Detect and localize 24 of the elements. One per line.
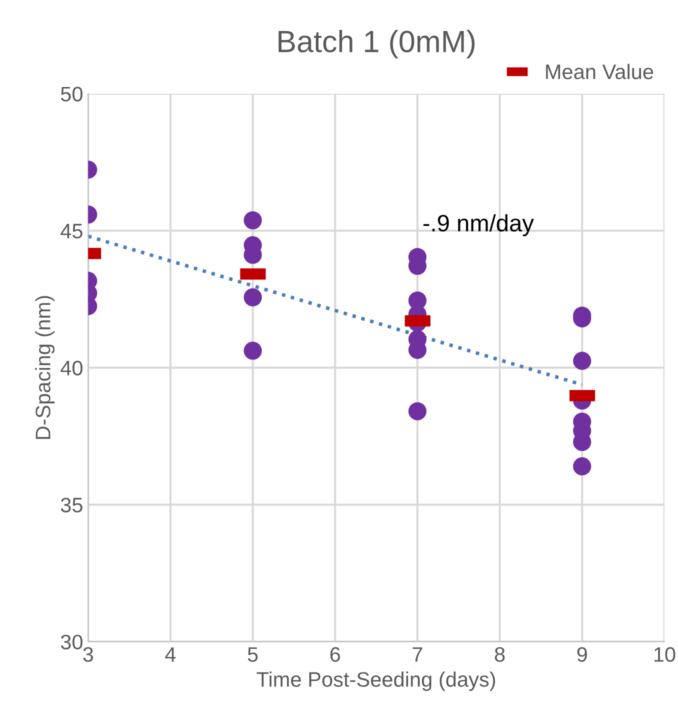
point	[244, 288, 262, 306]
point	[408, 402, 427, 420]
x-tick-label: 9	[577, 647, 587, 662]
x-tick-label: 6	[330, 647, 340, 662]
x-tick-label: 8	[494, 647, 505, 662]
x-axis-title: Time Post-Seeding (days)	[256, 672, 496, 691]
point	[244, 342, 262, 360]
legend-label: Mean Value	[546, 64, 654, 80]
point	[244, 211, 262, 230]
y-tick-label: 45	[60, 224, 82, 238]
x-tick-label: 7	[412, 647, 422, 662]
annotation: -.9 nm/day	[423, 214, 534, 236]
y-axis-title: D-Spacing (nm)	[35, 296, 55, 439]
y-tick-label: 35	[60, 498, 82, 512]
x-tick-label: 5	[248, 647, 258, 662]
point	[573, 457, 592, 476]
x-tick-label: 4	[165, 647, 176, 662]
point	[573, 352, 592, 370]
x-tick-label: 10	[654, 647, 676, 662]
y-tick-label: 50	[60, 86, 82, 102]
chart-title: Batch 1 (0mM)	[278, 30, 475, 58]
y-tick-label: 30	[60, 634, 82, 650]
x-tick-label: 3	[83, 647, 94, 662]
y-tick-label: 40	[60, 360, 82, 376]
